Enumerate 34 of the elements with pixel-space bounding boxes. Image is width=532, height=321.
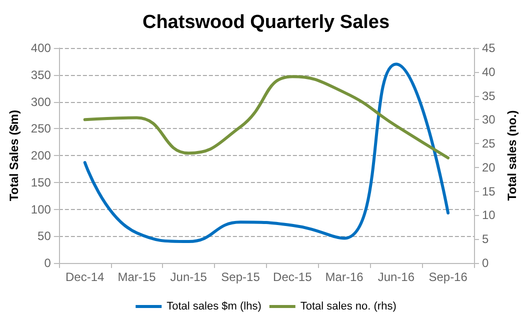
x-tick-label: Sep-16 <box>428 270 468 284</box>
y2-tick-label: 30 <box>482 112 496 127</box>
x-tick-label: Jun-16 <box>378 270 415 284</box>
y-tick-label: 100 <box>30 202 52 216</box>
y-tick-label: 300 <box>30 94 52 109</box>
y2-axis-title: Total sales (no.) <box>505 110 520 201</box>
y-tick-label: 150 <box>30 175 52 190</box>
y2-tick-label: 45 <box>482 41 496 55</box>
y-axis-title: Total Sales ($m) <box>7 110 21 202</box>
y2-tick-label: 20 <box>482 160 496 174</box>
y-tick-label: 250 <box>30 122 52 136</box>
y-tick-label: 400 <box>30 41 52 55</box>
y2-tick-label: 10 <box>482 208 496 222</box>
y2-tick-label: 40 <box>482 64 496 79</box>
y2-tick-label: 15 <box>482 184 496 198</box>
y-tick-label: 350 <box>30 68 52 82</box>
x-tick-label: Dec-15 <box>273 270 312 284</box>
x-tick-label: Dec-14 <box>66 270 105 284</box>
x-tick-label: Jun-15 <box>170 270 208 284</box>
y2-tick-label: 5 <box>482 232 489 246</box>
x-tick-label: Mar-15 <box>118 270 156 284</box>
legend-label: Total sales no. (rhs) <box>300 300 396 312</box>
line-series <box>83 75 450 160</box>
x-tick-label: Mar-16 <box>325 270 364 284</box>
line-series <box>83 62 450 243</box>
y2-tick-label: 35 <box>482 88 496 103</box>
y-tick-label: 200 <box>30 148 52 162</box>
x-tick-label: Sep-15 <box>221 270 260 284</box>
chart-title: Chatswood Quarterly Sales <box>142 12 390 33</box>
y-tick-label: 50 <box>38 229 52 244</box>
y-tick-label: 0 <box>44 256 52 270</box>
y2-tick-label: 25 <box>482 136 496 151</box>
legend-label: Total sales $m (lhs) <box>166 300 262 312</box>
y2-tick-label: 0 <box>482 256 489 270</box>
